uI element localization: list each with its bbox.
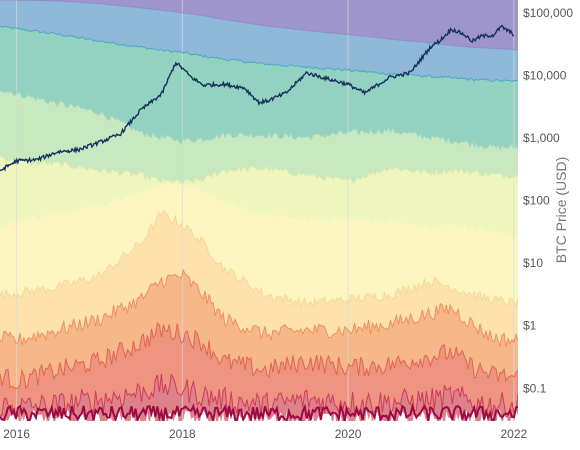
- y-axis-title: BTC Price (USD): [553, 157, 569, 264]
- floor-line: [0, 402, 518, 421]
- band-boundary-line-4: [0, 209, 518, 310]
- band-1: [0, 0, 518, 82]
- y-tick-label: $10: [523, 256, 543, 270]
- x-tick-label: 2018: [169, 427, 196, 441]
- band-3: [0, 90, 518, 184]
- x-tick-label: 2016: [3, 427, 30, 441]
- band-boundary-line-7: [0, 373, 518, 419]
- price-layer: [0, 24, 514, 172]
- band-5: [0, 180, 518, 308]
- band-9: [0, 373, 518, 421]
- btc-price-line: [0, 24, 514, 172]
- y-tick-label: $100: [523, 194, 550, 208]
- band-boundary-line-0: [0, 0, 518, 51]
- y-tick-label: $1,000: [523, 131, 560, 145]
- band-2: [0, 26, 518, 150]
- band-boundary-line-3: [0, 154, 518, 185]
- y-tick-label: $1: [523, 319, 537, 333]
- band-boundary-line-5: [0, 268, 518, 348]
- y-tick-labels: $100,000 $10,000 $1,000 $100 $10 $1 $0.1: [523, 6, 573, 396]
- x-tick-label: 2022: [501, 427, 528, 441]
- grid-layer: [16, 0, 515, 421]
- x-tick-label: 2020: [335, 427, 362, 441]
- y-tick-label: $100,000: [523, 6, 573, 20]
- bands-layer: [0, 0, 518, 421]
- band-0: [0, 0, 518, 50]
- y-tick-label: $10,000: [523, 68, 567, 82]
- band-boundary-line-1: [0, 25, 518, 83]
- x-tick-labels: 2016 2018 2020 2022: [3, 427, 527, 441]
- y-tick-label: $0.1: [523, 381, 547, 395]
- band-boundary-line-2: [0, 89, 518, 151]
- lines-layer: [0, 0, 518, 421]
- band-boundary-line-6: [0, 322, 518, 390]
- band-6: [0, 210, 518, 347]
- band-4: [0, 155, 518, 238]
